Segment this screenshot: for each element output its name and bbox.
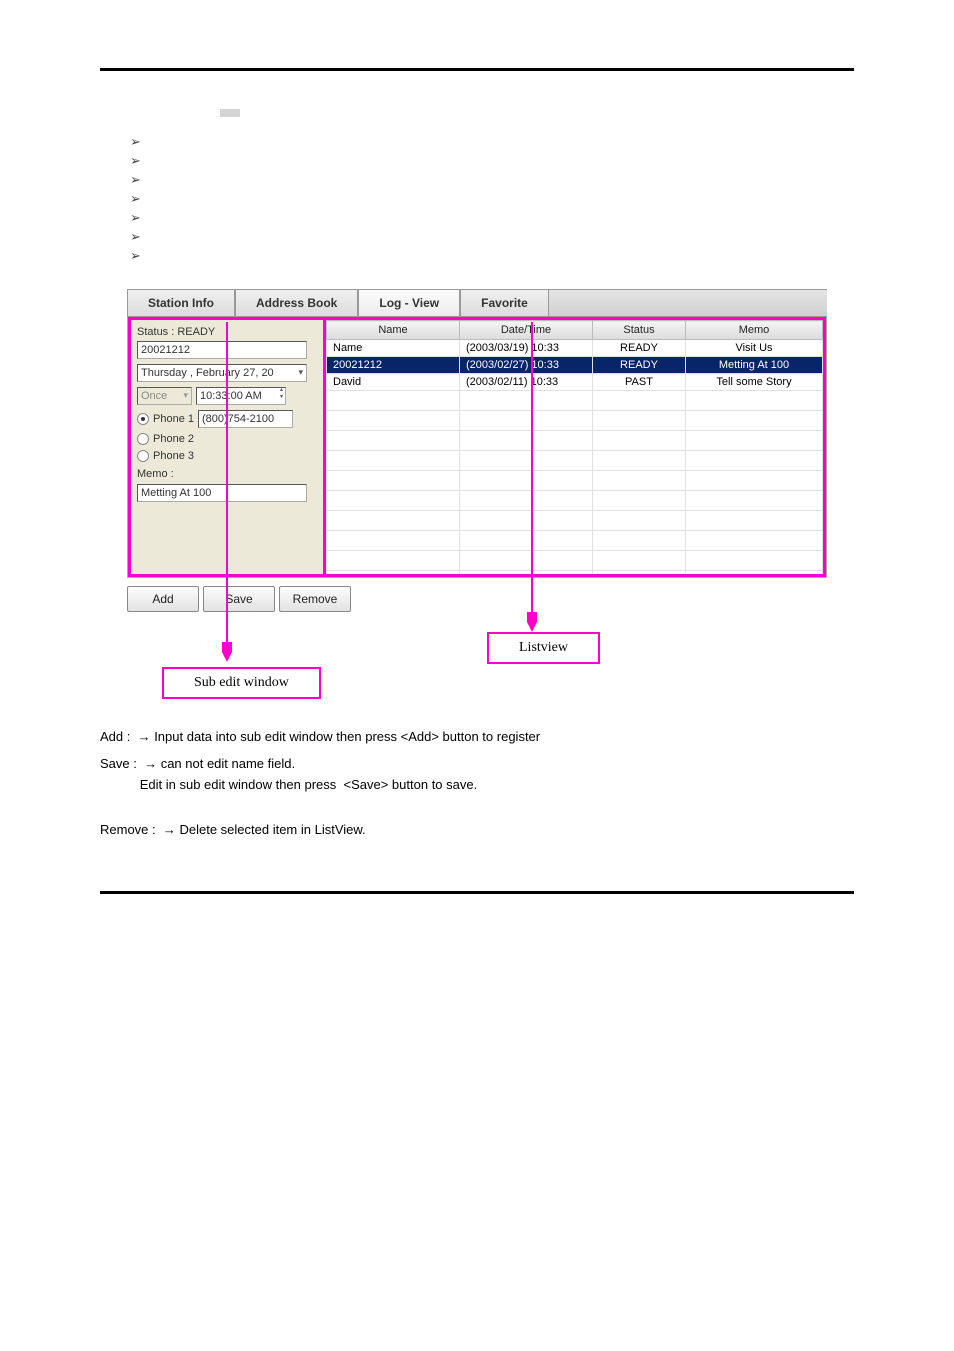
phone1-label: Phone 1 xyxy=(153,413,194,425)
remove-button[interactable]: Remove xyxy=(279,586,351,612)
bullet-item xyxy=(130,134,854,150)
table-row-empty xyxy=(327,451,823,471)
bullet-item xyxy=(130,248,854,264)
explain-save: Save : → can not edit name field. Edit i… xyxy=(100,754,854,796)
effect-heading-box xyxy=(220,109,240,117)
phone2-radio[interactable] xyxy=(137,433,149,445)
top-rule xyxy=(100,68,854,71)
callout-sub-edit: Sub edit window xyxy=(162,667,321,699)
left-arrow xyxy=(222,322,232,662)
bullet-item xyxy=(130,229,854,245)
phone3-radio[interactable] xyxy=(137,450,149,462)
save-button[interactable]: Save xyxy=(203,586,275,612)
listview-table[interactable]: Name Date/Time Status Memo Name(2003/03/… xyxy=(326,320,823,577)
table-row-empty xyxy=(327,411,823,431)
button-row: Add Save Remove xyxy=(127,586,827,612)
panel-body: Status : READY 20021212 Thursday , Febru… xyxy=(127,317,827,578)
table-row[interactable]: Name(2003/03/19) 10:33READYVisit Us xyxy=(327,340,823,357)
phone1-radio[interactable] xyxy=(137,413,149,425)
bullet-item xyxy=(130,153,854,169)
add-button[interactable]: Add xyxy=(127,586,199,612)
table-row-empty xyxy=(327,391,823,411)
col-memo[interactable]: Memo xyxy=(686,321,823,340)
table-row[interactable]: David(2003/02/11) 10:33PASTTell some Sto… xyxy=(327,374,823,391)
tab-strip: Station Info Address Book Log - View Fav… xyxy=(127,289,827,317)
recurrence-combo: Once xyxy=(137,387,192,405)
table-row-empty xyxy=(327,491,823,511)
tab-favorite[interactable]: Favorite xyxy=(460,289,549,316)
table-row-empty xyxy=(327,511,823,531)
table-row[interactable]: 20021212(2003/02/27) 10:33READYMetting A… xyxy=(327,357,823,374)
listview-pane: Name Date/Time Status Memo Name(2003/03/… xyxy=(326,317,826,577)
callout-listview: Listview xyxy=(487,632,600,664)
phone2-label: Phone 2 xyxy=(153,433,194,445)
phone1-input[interactable]: (800)754-2100 xyxy=(198,410,293,428)
bottom-rule xyxy=(100,891,854,894)
explain-add: Add : → Input data into sub edit window … xyxy=(100,727,854,748)
screenshot-figure: Station Info Address Book Log - View Fav… xyxy=(127,289,827,702)
right-arrow xyxy=(527,322,537,632)
col-datetime[interactable]: Date/Time xyxy=(460,321,593,340)
arrow-icon: → xyxy=(163,822,176,837)
bullet-item xyxy=(130,172,854,188)
time-picker[interactable]: 10:33:00 AM xyxy=(196,387,286,405)
tab-log-view[interactable]: Log - View xyxy=(358,289,460,316)
table-row-empty xyxy=(327,471,823,491)
col-name[interactable]: Name xyxy=(327,321,460,340)
table-row-empty xyxy=(327,571,823,578)
table-row-empty xyxy=(327,431,823,451)
arrow-icon: → xyxy=(138,729,151,744)
arrow-icon: → xyxy=(144,756,157,771)
table-row-empty xyxy=(327,551,823,571)
tab-filler xyxy=(549,289,827,316)
bullet-list xyxy=(100,134,854,264)
phone3-label: Phone 3 xyxy=(153,450,194,462)
tab-station-info[interactable]: Station Info xyxy=(127,289,235,316)
bullet-item xyxy=(130,191,854,207)
col-status[interactable]: Status xyxy=(593,321,686,340)
explain-remove: Remove : → Delete selected item in ListV… xyxy=(100,820,854,841)
table-row-empty xyxy=(327,531,823,551)
bullet-item xyxy=(130,210,854,226)
tab-address-book[interactable]: Address Book xyxy=(235,289,358,316)
